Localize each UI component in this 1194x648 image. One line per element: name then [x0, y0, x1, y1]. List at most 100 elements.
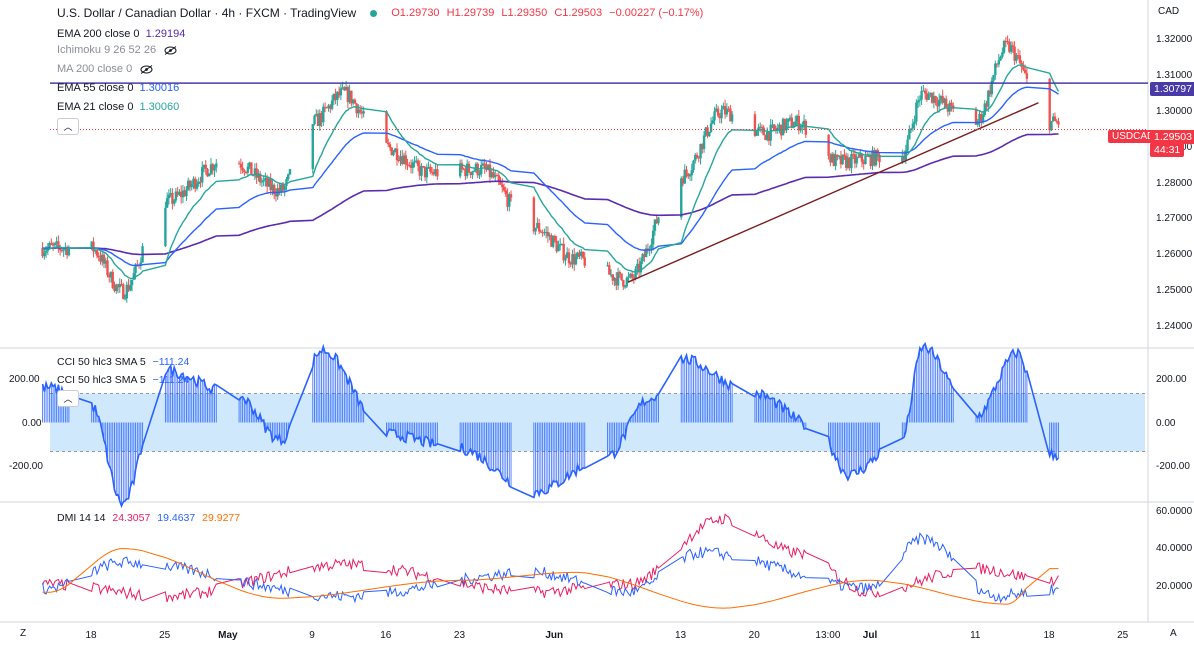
candle-body [753, 114, 757, 136]
candle-body [165, 198, 169, 208]
candle-body [802, 120, 806, 125]
candle-body [467, 163, 471, 173]
candle-body [569, 263, 572, 265]
candle-body [994, 63, 997, 76]
candle-body [632, 277, 636, 279]
legend-ema200[interactable]: EMA 200 close 0 1.29194 [57, 28, 185, 40]
candle-body [1048, 78, 1051, 131]
candle-body [462, 168, 465, 170]
candle-body [785, 122, 788, 131]
eye-crossed-icon[interactable] [164, 45, 177, 55]
candle-body [272, 184, 276, 195]
candle-body [320, 113, 323, 123]
candle-body [944, 98, 948, 108]
candle-body [325, 107, 329, 109]
symbol-title: U.S. Dollar / Canadian Dollar · 4h · FXC… [57, 6, 357, 20]
candle-body [930, 92, 934, 103]
legend-ma200-name: MA 200 close 0 [57, 63, 133, 75]
candle-body [99, 257, 102, 262]
legend-ema55[interactable]: EMA 55 close 0 1.30016 [57, 82, 179, 94]
candle-body [1025, 73, 1029, 79]
candle-body [278, 188, 281, 192]
candle-body [766, 131, 769, 140]
candle-body [44, 250, 48, 253]
candle-body [539, 231, 543, 233]
collapse-legend-button[interactable]: ︿ [57, 118, 79, 135]
candle-body [199, 181, 202, 183]
candle-body [343, 87, 346, 91]
candle-body [774, 128, 778, 131]
legend-ema21-name: EMA 21 close 0 [57, 101, 134, 113]
zoom-reset-button[interactable]: Z [20, 628, 27, 639]
candle-body [902, 156, 906, 160]
price-tick: 1.32000 [1156, 33, 1193, 45]
time-tick: 13:00 [815, 630, 841, 641]
candle-body [330, 100, 334, 109]
price-tick: 1.25000 [1156, 285, 1193, 297]
candle-body [630, 273, 634, 278]
eye-crossed-icon[interactable] [140, 64, 153, 74]
candle-body [916, 100, 920, 103]
candle-body [211, 164, 214, 171]
candle-body [101, 254, 104, 262]
cci-legend-1[interactable]: CCI 50 hlc3 SMA 5 −111.24 [57, 356, 189, 368]
close-value: C1.29503 [554, 7, 603, 19]
legend-ichimoku[interactable]: Ichimoku 9 26 52 26 [57, 44, 177, 56]
legend-ma200[interactable]: MA 200 close 0 [57, 63, 153, 75]
candle-body [941, 96, 944, 103]
candle-body [178, 191, 181, 195]
candle-body [237, 163, 241, 165]
candle-body [188, 180, 192, 188]
candle-body [643, 254, 646, 258]
candle-body [655, 219, 658, 224]
candle-body [702, 135, 706, 150]
candle-body [618, 272, 622, 274]
candle-body [187, 180, 190, 190]
candle-body [790, 117, 793, 128]
legend-ema21[interactable]: EMA 21 close 0 1.30060 [57, 101, 179, 113]
candle-body [262, 180, 265, 182]
price-tick: 1.28000 [1156, 177, 1193, 189]
candle-body [937, 99, 941, 107]
cci-right-tick: 200.00 [1156, 374, 1187, 385]
dmi-plus-di-value: 24.3057 [112, 512, 151, 524]
candle-body [501, 184, 504, 188]
candle-body [1016, 55, 1020, 57]
candle-body [322, 106, 325, 123]
cci-legend-2[interactable]: CCI 50 hlc3 SMA 5 −111.24 [57, 374, 189, 386]
candle-body [915, 102, 918, 122]
candle-body [239, 163, 243, 168]
dmi-legend[interactable]: DMI 14 14 24.3057 19.4637 29.9277 [57, 512, 240, 524]
candle-body [929, 92, 932, 95]
candle-body [613, 277, 616, 281]
candle-body [869, 154, 872, 167]
candle-body [116, 284, 120, 288]
candle-body [185, 189, 188, 197]
candle-body [562, 243, 565, 261]
collapse-cci-button[interactable]: ︿ [57, 390, 79, 407]
auto-scale-button[interactable]: A [1170, 628, 1177, 639]
candle-body [834, 154, 837, 166]
candle-body [255, 168, 258, 178]
candle-body [339, 88, 343, 96]
candle-body [108, 275, 111, 278]
candle-body [351, 99, 355, 104]
candle-body [248, 162, 251, 167]
candle-body [874, 150, 878, 166]
time-tick: 18 [85, 630, 97, 641]
candle-body [495, 175, 499, 177]
candle-body [657, 217, 660, 224]
candle-body [646, 248, 650, 251]
candle-body [362, 111, 365, 114]
chevron-up-icon: ︿ [63, 122, 73, 132]
candle-body [918, 99, 922, 101]
candle-body [611, 274, 615, 281]
candle-body [425, 167, 429, 178]
time-tick: 25 [1117, 630, 1129, 641]
candle-body [565, 252, 569, 259]
candle-body [713, 111, 716, 121]
candle-body [716, 108, 720, 116]
candle-body [176, 191, 179, 195]
last-price-badge: 1.29503 [1150, 130, 1194, 144]
